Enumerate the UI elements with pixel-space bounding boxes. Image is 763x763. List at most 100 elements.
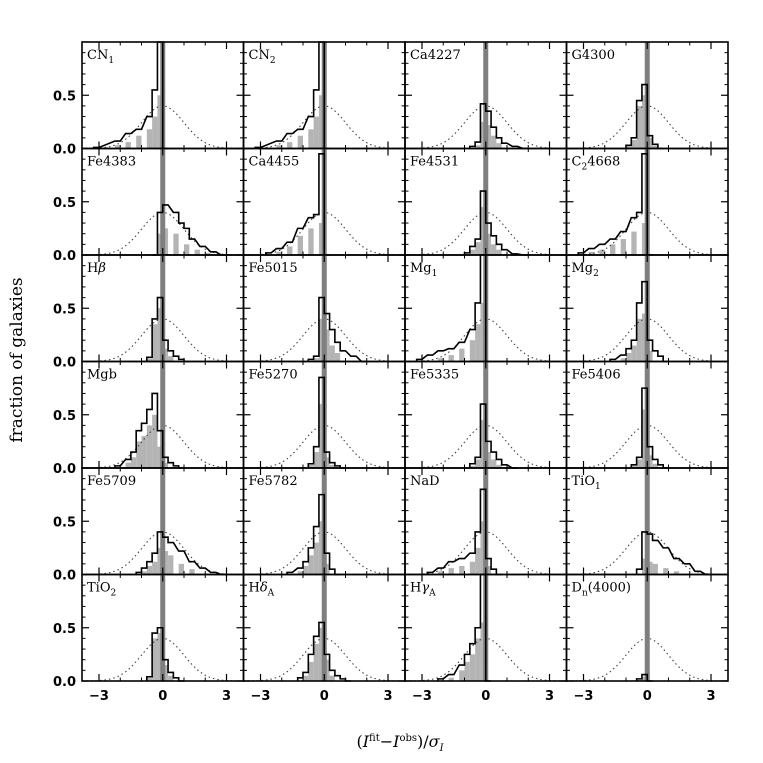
- panel-label-greek-8: β: [97, 261, 106, 276]
- filled-bar-1-5: [318, 95, 325, 149]
- filled-bar-18-5: [480, 521, 486, 575]
- panel-label-11: Mg2: [572, 261, 599, 279]
- gaussian-curve-12: [81, 424, 244, 469]
- gaussian-curve-16: [81, 531, 244, 576]
- ytick-label-4-0: 0.0: [53, 249, 76, 264]
- panel-label-9: Fe5015: [249, 261, 298, 276]
- ytick-label-12-0: 0.0: [53, 462, 76, 477]
- panel-label-20: TiO2: [87, 581, 116, 599]
- filled-bar-23-1: [641, 676, 648, 681]
- filled-bar-6-1: [475, 242, 481, 255]
- panel-label-4: Fe4383: [87, 155, 136, 170]
- panel-label-name-9: Fe5015: [249, 261, 298, 276]
- outline-hist-8: [146, 296, 190, 363]
- filled-bar-14-0: [469, 465, 476, 468]
- gaussian-curve-4: [81, 211, 244, 256]
- filled-bar-8-3: [162, 348, 169, 362]
- filled-bar-11-0: [620, 358, 626, 362]
- panel-label-name-11: Mg: [572, 261, 594, 276]
- filled-bar-17-4: [318, 521, 325, 575]
- panel-16: Fe5709 0.0 0.5: [53, 467, 245, 584]
- filled-bar-22-0: [448, 677, 454, 681]
- gaussian-curve-9: [243, 318, 406, 363]
- filled-bar-4-1: [162, 228, 169, 255]
- xtick-label-20-1: 0: [158, 689, 167, 704]
- panel-label-name-5: Ca4455: [249, 155, 300, 170]
- panel-label-greek-21: δ: [260, 581, 268, 596]
- xtick-label-23-1: 0: [643, 689, 652, 704]
- panel-label-23: Dn(4000): [572, 581, 631, 599]
- panel-label-18: NaD: [410, 474, 440, 489]
- gaussian-curve-14: [404, 424, 567, 469]
- panel-label-name-12: Mgb: [87, 368, 117, 383]
- panel-9: Fe5015: [242, 254, 406, 363]
- filled-bar-22-5: [480, 622, 486, 681]
- filled-bar-9-1: [318, 318, 325, 362]
- ytick-label-20-0: 0.0: [53, 675, 76, 690]
- filled-bar-15-2: [641, 409, 648, 468]
- filled-bar-4-3: [184, 244, 190, 255]
- outline-hist-21: [296, 621, 351, 682]
- outline-hist-14: [469, 403, 518, 469]
- xtick-label-23-0: −3: [574, 689, 594, 704]
- filled-bar-21-5: [329, 675, 335, 681]
- filled-bar-5-3: [308, 228, 314, 255]
- filled-bar-20-2: [157, 633, 163, 681]
- filled-bar-19-0: [641, 558, 648, 575]
- filled-bar-13-4: [329, 464, 335, 468]
- panel-label-name-0: CN: [87, 48, 108, 63]
- xtick-label-22-0: −3: [412, 689, 432, 704]
- filled-bar-5-2: [297, 235, 303, 255]
- filled-bar-9-0: [313, 358, 319, 362]
- filled-bar-19-3: [663, 568, 669, 575]
- filled-bar-12-4: [146, 425, 153, 468]
- outline-hist-9: [307, 296, 367, 363]
- outline-hist-12: [114, 392, 184, 469]
- panel-label-name-7: C: [572, 155, 582, 170]
- panel-label-22: HγA: [410, 581, 436, 599]
- gaussian-curve-20: [81, 637, 244, 682]
- xlabel-i2: I: [392, 732, 400, 751]
- gaussian-curve-8: [81, 318, 244, 363]
- outline-hist-6: [463, 190, 529, 256]
- filled-bar-6-5: [496, 249, 502, 255]
- filled-bar-6-4: [491, 244, 497, 255]
- filled-bar-18-6: [485, 565, 492, 575]
- panel-label-name-13: Fe5270: [249, 368, 298, 383]
- panel-label-sub-10: 1: [432, 269, 438, 279]
- filled-bar-8-0: [146, 358, 153, 362]
- panel-label-name-1: CN: [249, 48, 270, 63]
- xlabel-open: (: [356, 732, 362, 751]
- panel-label-sub-20: 2: [111, 589, 117, 599]
- filled-bar-20-0: [146, 677, 153, 681]
- ytick-label-0-1: 0.5: [53, 89, 76, 104]
- filled-bar-16-0: [141, 571, 147, 575]
- filled-bar-2-0: [475, 145, 481, 149]
- panel-13: Fe5270: [242, 360, 406, 469]
- filled-bar-0-4: [152, 116, 158, 149]
- panel-label-sub-21: A: [267, 589, 275, 599]
- filled-bar-2-4: [496, 143, 502, 149]
- filled-bar-22-1: [459, 670, 465, 681]
- filled-bar-21-3: [318, 627, 325, 681]
- gaussian-curve-23: [566, 637, 729, 682]
- panel-17: Fe5782: [242, 467, 406, 576]
- filled-bar-16-7: [189, 569, 195, 575]
- gaussian-curve-6: [404, 211, 567, 256]
- filled-bar-10-3: [469, 340, 476, 362]
- panel-label-16: Fe5709: [87, 474, 136, 489]
- filled-bar-16-3: [157, 547, 163, 575]
- filled-bar-12-6: [157, 446, 163, 468]
- filled-bar-1-3: [308, 129, 314, 149]
- filled-bar-12-0: [125, 462, 131, 468]
- filled-bar-14-1: [475, 459, 481, 468]
- panel-label-name-14: Fe5335: [410, 368, 459, 383]
- panel-label-name-10: Mg: [410, 261, 432, 276]
- filled-bar-17-0: [297, 571, 303, 575]
- filled-bar-1-2: [297, 135, 303, 149]
- filled-bar-21-4: [324, 659, 330, 681]
- filled-bar-14-3: [485, 452, 492, 468]
- filled-bar-7-3: [620, 239, 626, 255]
- panel-label-2: Ca4227: [410, 48, 461, 63]
- filled-bar-11-4: [641, 313, 648, 362]
